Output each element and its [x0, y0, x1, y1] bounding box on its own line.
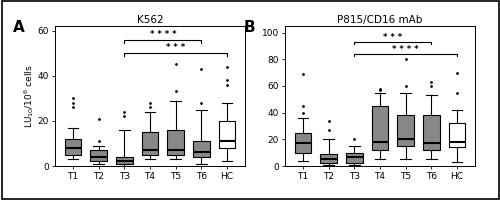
Bar — [346, 153, 362, 163]
Y-axis label: LU$_{10}$/10$^6$ cells: LU$_{10}$/10$^6$ cells — [22, 64, 36, 128]
Bar — [90, 150, 107, 161]
Bar — [372, 106, 388, 150]
Title: P815/CD16 mAb: P815/CD16 mAb — [338, 15, 422, 25]
Text: * * *: * * * — [166, 43, 186, 52]
Text: * * *: * * * — [383, 33, 402, 42]
Bar — [320, 154, 337, 163]
Title: K562: K562 — [136, 15, 164, 25]
Text: A: A — [13, 20, 25, 35]
Bar — [193, 141, 210, 157]
Bar — [168, 130, 184, 155]
Bar — [423, 115, 440, 150]
Text: * * * *: * * * * — [150, 30, 176, 39]
Bar — [295, 133, 311, 153]
Bar — [142, 132, 158, 155]
Bar — [449, 123, 465, 147]
Text: * * * *: * * * * — [392, 45, 419, 54]
Text: B: B — [243, 20, 255, 35]
Bar — [116, 157, 132, 164]
Bar — [65, 139, 81, 155]
Bar — [219, 121, 235, 148]
Bar — [398, 115, 414, 146]
